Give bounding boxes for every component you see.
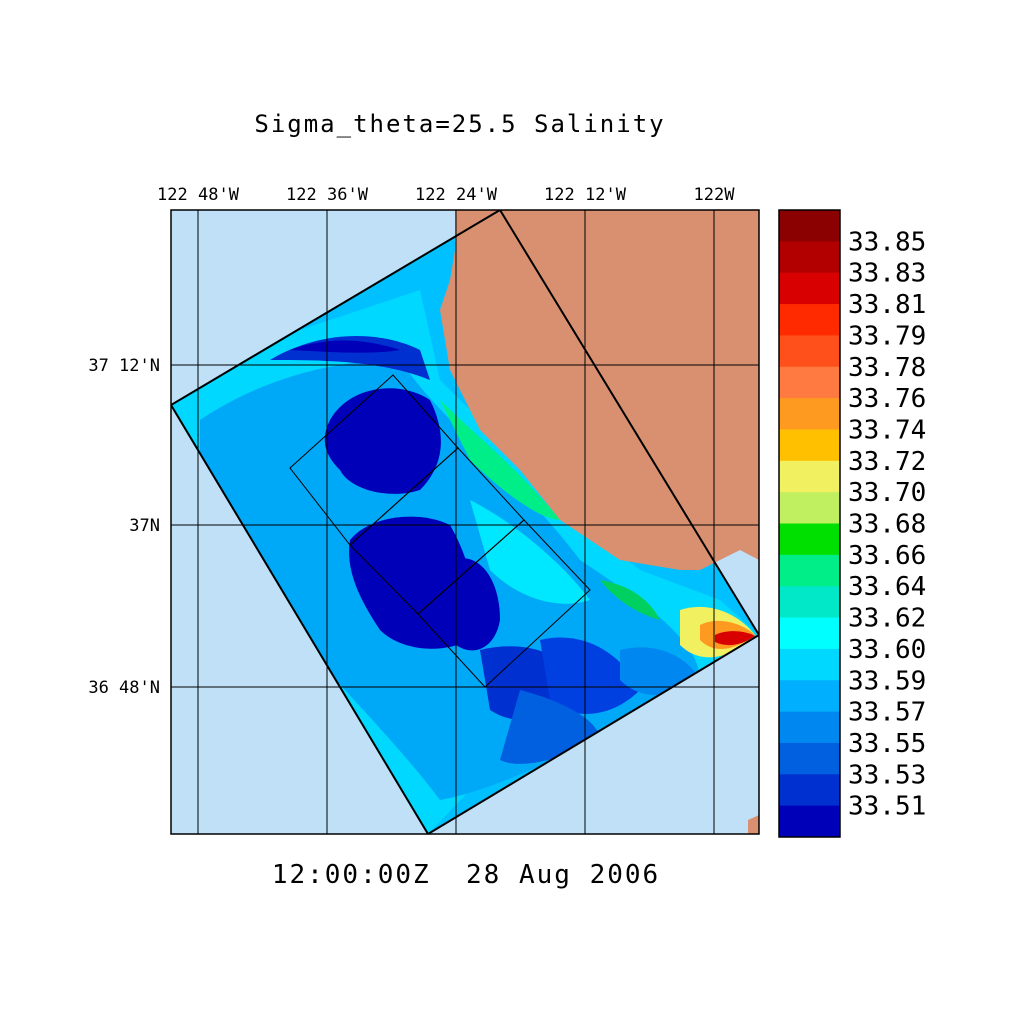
colorbar-swatch (779, 648, 840, 681)
colorbar-swatch (779, 586, 840, 619)
land-mass (440, 210, 759, 570)
colorbar-level-label: 33.51 (848, 792, 926, 822)
colorbar-swatch (779, 523, 840, 556)
lat-label: 37N (129, 516, 160, 536)
colorbar-level-label: 33.59 (848, 666, 926, 696)
colorbar-swatch (779, 711, 840, 744)
colorbar-swatch (779, 241, 840, 274)
colorbar-level-label: 33.53 (848, 760, 926, 790)
timestamp-label: 12:00:00Z 28 Aug 2006 (272, 860, 660, 890)
colorbar-labels: 33.8533.8333.8133.7933.7833.7633.7433.72… (848, 227, 926, 821)
colorbar-level-label: 33.76 (848, 384, 926, 414)
lon-label: 122W (694, 185, 736, 205)
colorbar-swatch (779, 774, 840, 807)
colorbar-level-label: 33.68 (848, 510, 926, 540)
colorbar-swatch (779, 335, 840, 368)
colorbar-swatch (779, 398, 840, 430)
colorbar-level-label: 33.60 (848, 635, 926, 665)
colorbar-swatch (779, 210, 840, 242)
longitude-labels: 122 48'W 122 36'W 122 24'W 122 12'W 122W (157, 185, 735, 205)
lon-label: 122 36'W (286, 185, 369, 205)
subdomain-boxes (289, 374, 591, 688)
colorbar-swatch (779, 492, 840, 524)
colorbar-level-label: 33.72 (848, 447, 926, 477)
latitude-labels: 37 12'N 37N 36 48'N (88, 356, 160, 698)
model-domain-outline (171, 210, 759, 834)
lon-label: 122 24'W (415, 185, 498, 205)
colorbar-level-label: 33.66 (848, 541, 926, 571)
colorbar-swatch (779, 680, 840, 713)
lat-label: 36 48'N (88, 678, 160, 698)
colorbar-level-label: 33.70 (848, 478, 926, 508)
lon-label: 122 12'W (544, 185, 627, 205)
plot-area (171, 210, 759, 834)
colorbar-level-label: 33.64 (848, 572, 926, 602)
colorbar (779, 210, 840, 838)
colorbar-swatch (779, 742, 840, 775)
colorbar-frame (778, 209, 841, 838)
map-title: Sigma_theta=25.5 Salinity (254, 110, 665, 138)
colorbar-level-label: 33.85 (848, 227, 926, 257)
colorbar-swatch (779, 272, 840, 305)
colorbar-level-label: 33.78 (848, 353, 926, 383)
graticule (171, 210, 759, 834)
colorbar-level-label: 33.57 (848, 698, 926, 728)
colorbar-swatch (779, 304, 840, 336)
colorbar-level-label: 33.79 (848, 321, 926, 351)
colorbar-swatch (779, 554, 840, 587)
lon-label: 122 48'W (157, 185, 240, 205)
colorbar-level-label: 33.74 (848, 415, 926, 445)
colorbar-level-label: 33.62 (848, 604, 926, 634)
lat-label: 37 12'N (88, 356, 160, 376)
colorbar-swatch (779, 429, 840, 462)
colorbar-swatch (779, 617, 840, 650)
plot-frame (170, 209, 760, 835)
colorbar-swatch (779, 805, 840, 838)
colorbar-level-label: 33.81 (848, 290, 926, 320)
colorbar-swatch (779, 366, 840, 399)
colorbar-level-label: 33.55 (848, 729, 926, 759)
colorbar-swatch (779, 460, 840, 493)
colorbar-level-label: 33.83 (848, 259, 926, 289)
